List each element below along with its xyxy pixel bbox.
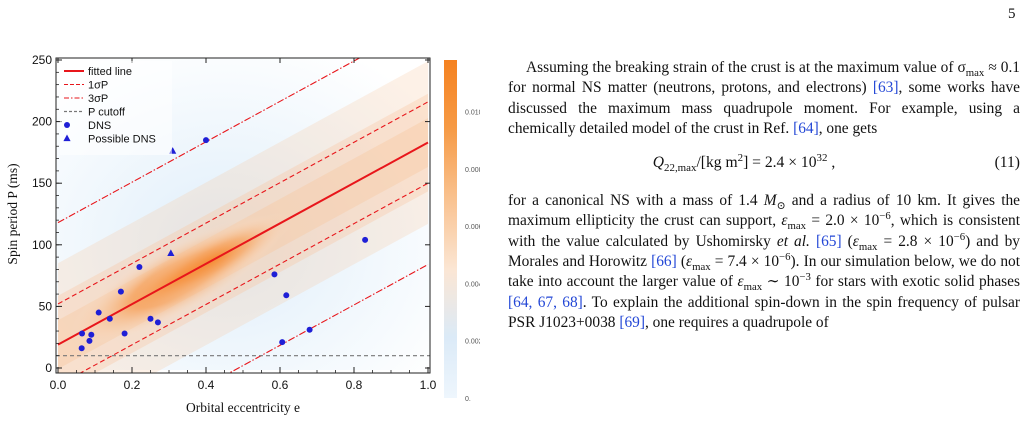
dns-point (154, 319, 161, 326)
colorbar-tick-label: 0.002 (465, 339, 480, 346)
legend-swatch-dns (64, 122, 70, 128)
citation-link[interactable]: [69] (619, 313, 645, 331)
colorbar-tick-label: 0. (465, 396, 471, 403)
equation-11: Q22,max/[kg m2] = 2.4 × 1032 , (11) (508, 139, 1020, 191)
x-tick-label: 0.4 (198, 378, 215, 392)
y-tick-label: 0 (45, 361, 52, 375)
dns-point (283, 292, 290, 299)
legend-box (60, 61, 172, 155)
dns-point (78, 345, 85, 352)
body-text-column: Assuming the breaking strain of the crus… (508, 58, 1020, 333)
legend-label: fitted line (88, 66, 132, 78)
dns-point (106, 315, 113, 322)
legend-item: fitted line (64, 66, 132, 78)
y-tick-label: 50 (39, 299, 53, 313)
dns-point (88, 331, 95, 338)
page-number: 5 (1008, 6, 1016, 22)
legend-label: 1σP (88, 80, 108, 92)
x-tick-label: 0.2 (124, 378, 141, 392)
y-tick-label: 150 (32, 176, 52, 190)
figure: 0.0 0.2 0.4 0.6 0.8 1.0 0 50 100 150 200 250 Orbital… (0, 0, 483, 443)
legend-label: P cutoff (88, 107, 126, 119)
dns-point (136, 263, 143, 270)
legend-label: 3σP (88, 93, 108, 105)
sigma1-lower-line (79, 182, 429, 373)
legend-item: 1σP (64, 80, 108, 92)
colorbar-tick-label: 0.010 (465, 110, 480, 117)
sigma3-lower-line (228, 264, 429, 373)
legend-swatch-possible-dns (63, 134, 71, 142)
legend-item: P cutoff (64, 107, 126, 119)
legend-item: Possible DNS (63, 134, 156, 146)
sigma1-upper-line (57, 101, 429, 305)
dns-point (362, 236, 369, 243)
legend-item: 3σP (64, 93, 108, 105)
dns-point (79, 330, 86, 337)
y-tick-label: 200 (32, 115, 52, 129)
citation-link[interactable]: [64] (793, 119, 819, 137)
x-tick-label: 0.8 (346, 378, 363, 392)
possible-dns-point (167, 249, 175, 257)
dns-point (306, 326, 313, 333)
dns-point (117, 288, 124, 295)
paragraph-2: for a canonical NS with a mass of 1.4 M⊙… (508, 192, 1020, 331)
x-tick-label: 0.0 (50, 378, 67, 392)
dns-point (86, 337, 93, 344)
legend-label: Possible DNS (88, 134, 156, 146)
paragraph-1: Assuming the breaking strain of the crus… (508, 59, 1021, 137)
y-axis-label: Spin period P (ms) (5, 163, 20, 264)
colorbar-tick-label: 0.008 (465, 167, 480, 174)
dns-point (147, 315, 154, 322)
scatter-chart: 0.0 0.2 0.4 0.6 0.8 1.0 0 50 100 150 200 250 Orbital… (5, 53, 483, 415)
citation-link[interactable]: [65] (815, 232, 842, 250)
legend-item: DNS (64, 120, 111, 132)
line-group (56, 58, 430, 373)
x-tick-label: 1.0 (420, 378, 437, 392)
equation-body: Q22,max/[kg m2] = 2.4 × 1032 , (652, 152, 836, 175)
colorbar (444, 60, 457, 398)
equation-number: (11) (994, 154, 1020, 172)
colorbar-tick-label: 0.006 (465, 224, 480, 231)
legend-label: DNS (88, 120, 111, 132)
y-tick-label: 250 (32, 53, 52, 67)
x-axis-label: Orbital eccentricity e (186, 400, 300, 415)
dns-point (279, 339, 286, 346)
dns-point (95, 309, 102, 316)
citation-link[interactable]: [63] (872, 79, 899, 97)
citation-link[interactable]: [66] (651, 253, 677, 271)
y-tick-label: 100 (32, 238, 52, 252)
dns-point (121, 330, 128, 337)
citation-link[interactable]: [64, 67, 68] (508, 293, 583, 311)
dns-point (203, 137, 209, 144)
x-tick-label: 0.6 (272, 378, 289, 392)
fitted-line (57, 141, 429, 346)
colorbar-tick-label: 0.004 (465, 281, 480, 288)
dns-point (271, 271, 278, 278)
